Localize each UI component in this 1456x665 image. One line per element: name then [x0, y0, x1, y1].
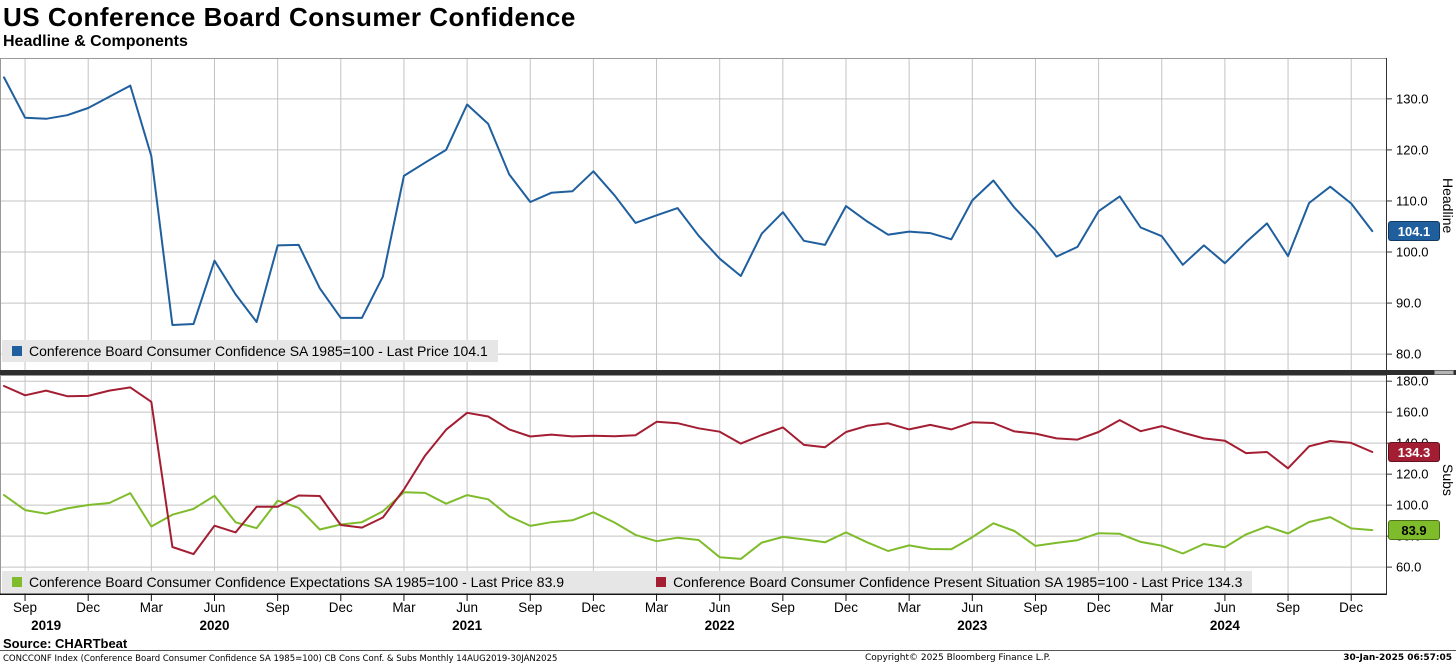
y-axis-tick-label: 90.0 [1396, 296, 1421, 311]
x-axis-tick-label: Dec [833, 600, 858, 615]
footer-bar: CONCCONF Index (Conference Board Consume… [0, 650, 1456, 665]
source-line: Source: CHARTbeat [3, 636, 128, 651]
subs-legend[interactable]: Conference Board Consumer Confidence Exp… [2, 571, 1253, 593]
present-situation-legend-label: Conference Board Consumer Confidence Pre… [673, 574, 1243, 590]
x-axis-tick-label: Mar [644, 600, 669, 615]
headline-legend[interactable]: Conference Board Consumer Confidence SA … [2, 340, 498, 362]
footer-copyright: Copyright© 2025 Bloomberg Finance L.P. [865, 653, 1051, 663]
y-axis-tick-label: 120.0 [1396, 142, 1429, 157]
x-axis-tick-label: Jun [456, 600, 478, 615]
last-price-badge-expectations: 83.9 [1388, 520, 1440, 541]
splitter-handle[interactable] [1434, 370, 1454, 375]
series-line-expectations [3, 491, 1374, 560]
y-axis-tick-label: 80.0 [1396, 347, 1421, 362]
y-axis-tick-label: 60.0 [1396, 560, 1421, 575]
x-axis-tick-label: Jun [203, 600, 226, 615]
y-axis-tick-label: 130.0 [1396, 91, 1429, 106]
x-axis-tick-label: Jun [961, 600, 984, 615]
x-axis-year-label: 2020 [199, 618, 230, 633]
last-price-badge-present-situation: 134.3 [1388, 442, 1440, 462]
x-axis-tick-label: Sep [770, 600, 795, 615]
series-line-headline [3, 76, 1374, 326]
last-price-badge-headline: 104.1 [1388, 221, 1440, 242]
expectations-series-swatch-icon [12, 577, 22, 587]
x-axis-tick-label: Dec [1339, 600, 1364, 615]
y-axis-tick-label: 100.0 [1396, 498, 1429, 513]
x-axis-tick-label: Mar [897, 600, 921, 615]
series-line-present_situation [3, 385, 1374, 556]
x-axis-year-label: 2024 [1209, 618, 1240, 633]
x-axis-tick-label: Dec [581, 600, 606, 615]
x-axis-tick-label: Dec [328, 600, 353, 615]
headline-panel-chart[interactable]: 130.0 120.0 110.0 100.0 90.0 80.0 [0, 58, 1456, 372]
y-axis-title-headline: Headline [1440, 178, 1456, 234]
x-axis-year-label: 2023 [957, 618, 988, 633]
y-axis-tick-label: 180.0 [1396, 374, 1429, 389]
x-axis-year-label: 2021 [452, 618, 483, 633]
footer-ticker-text: CONCCONF Index (Conference Board Consume… [3, 654, 558, 664]
x-axis-tick-label: Dec [1086, 600, 1111, 615]
x-axis-tick-label: Sep [13, 600, 38, 615]
y-axis-tick-label: 100.0 [1396, 245, 1429, 260]
x-axis-tick-label: Dec [76, 600, 101, 615]
expectations-legend-label: Conference Board Consumer Confidence Exp… [29, 574, 565, 590]
x-axis-tick-label: Sep [265, 600, 290, 615]
chart-subtitle: Headline & Components [3, 33, 188, 50]
headline-series-swatch-icon [12, 346, 22, 356]
x-axis: Sep Dec Mar Jun Sep Dec Mar Jun Sep Dec Mar Jun Sep D… [0, 600, 1456, 636]
headline-legend-label: Conference Board Consumer Confidence SA … [29, 343, 488, 359]
y-axis-title-subs: Subs [1440, 464, 1456, 496]
x-axis-tick-label: Sep [518, 600, 543, 615]
footer-timestamp: 30-Jan-2025 06:57:05 [1343, 653, 1452, 663]
x-axis-tick-label: Sep [1023, 600, 1048, 615]
x-axis-tick-label: Mar [139, 600, 163, 615]
x-axis-tick-label: Mar [1150, 600, 1174, 615]
y-axis-tick-label: 110.0 [1396, 193, 1428, 208]
y-axis-tick-label: 120.0 [1396, 467, 1429, 482]
present-situation-series-swatch-icon [656, 577, 667, 587]
y-axis-tick-label: 160.0 [1396, 405, 1429, 420]
x-axis-year-label: 2022 [704, 618, 735, 633]
x-axis-tick-label: Jun [708, 600, 731, 615]
x-axis-tick-label: Sep [1276, 600, 1301, 615]
page-title: US Conference Board Consumer Confidence [3, 2, 576, 32]
x-axis-tick-label: Jun [1214, 600, 1236, 615]
x-axis-tick-label: Mar [392, 600, 416, 615]
x-axis-year-label: 2019 [31, 618, 62, 633]
panel-splitter[interactable] [0, 370, 1456, 375]
